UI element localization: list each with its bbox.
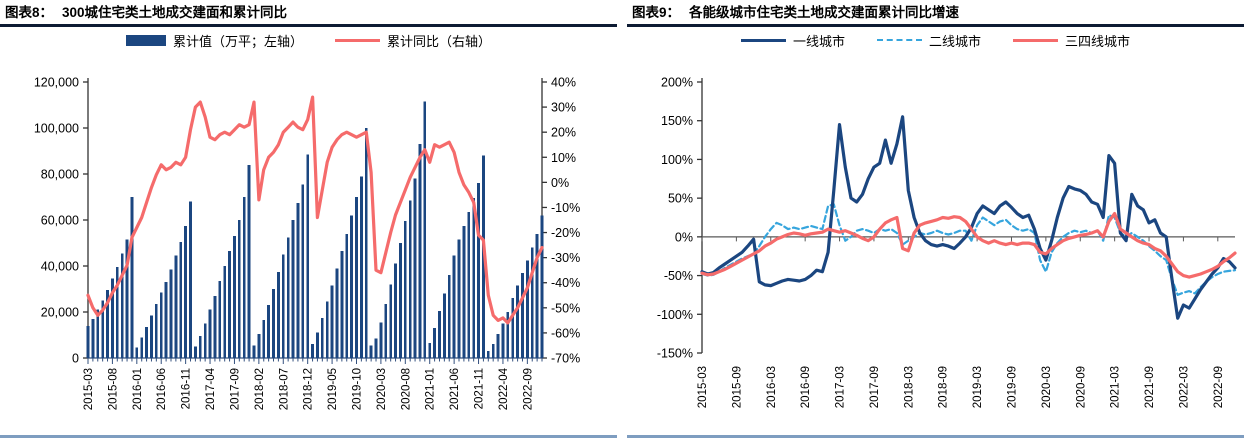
svg-text:2020-03: 2020-03 [376, 368, 388, 410]
svg-text:2019-03: 2019-03 [972, 366, 984, 408]
svg-text:-50%: -50% [551, 301, 580, 315]
legend-label: 一线城市 [792, 33, 845, 49]
svg-text:2016-03: 2016-03 [766, 366, 778, 408]
svg-text:2020-08: 2020-08 [400, 368, 412, 410]
chart8-heading: 图表8： 300城住宅类土地成交建面和累计同比 [0, 0, 617, 24]
legend-item: 一线城市 [740, 31, 845, 50]
svg-text:150%: 150% [661, 114, 693, 128]
svg-text:40,000: 40,000 [41, 259, 79, 273]
svg-text:-20%: -20% [551, 226, 580, 240]
svg-text:2018-02: 2018-02 [254, 368, 266, 410]
svg-text:-70%: -70% [551, 351, 580, 365]
chart8-legend: 累计值（万平；左轴） 累计同比（右轴） [0, 27, 617, 54]
svg-text:2017-09: 2017-09 [229, 368, 241, 410]
svg-text:2020-03: 2020-03 [1041, 366, 1053, 408]
chart8-axes: 120,000 100,000 80,000 60,000 40,000 20,000 0 4… [34, 75, 580, 410]
svg-text:2019-09: 2019-09 [1006, 366, 1018, 408]
svg-text:20,000: 20,000 [41, 305, 79, 319]
svg-text:200%: 200% [661, 75, 693, 89]
svg-text:2017-04: 2017-04 [205, 367, 217, 410]
legend-bar-swatch [125, 34, 166, 46]
svg-text:2022-09: 2022-09 [522, 368, 534, 410]
svg-text:2020-09: 2020-09 [1075, 366, 1087, 408]
chart8-heading-rule [0, 24, 617, 27]
chart9-heading: 图表9： 各能级城市住宅类土地成交建面累计同比增速 [627, 0, 1244, 24]
svg-text:2016-01: 2016-01 [132, 368, 144, 410]
svg-text:2017-09: 2017-09 [869, 366, 881, 408]
svg-text:0%: 0% [675, 230, 693, 244]
svg-text:2021-09: 2021-09 [1144, 366, 1156, 408]
svg-text:0%: 0% [551, 175, 569, 189]
svg-text:80,000: 80,000 [41, 167, 79, 181]
svg-text:60,000: 60,000 [41, 213, 79, 227]
chart9-line-0 [700, 114, 1237, 320]
svg-text:2022-04: 2022-04 [498, 367, 510, 410]
svg-text:2017-03: 2017-03 [835, 366, 847, 408]
svg-text:2019-05: 2019-05 [327, 368, 339, 410]
svg-text:30%: 30% [551, 100, 576, 114]
svg-text:-50%: -50% [664, 269, 693, 283]
svg-text:0: 0 [72, 351, 79, 365]
svg-text:2021-06: 2021-06 [449, 368, 461, 410]
chart8-heading-title: 300城住宅类土地成交建面和累计同比 [62, 5, 288, 20]
svg-text:-40%: -40% [551, 276, 580, 290]
svg-text:120,000: 120,000 [34, 75, 79, 89]
legend-label: 三四线城市 [1065, 33, 1131, 49]
svg-text:-30%: -30% [551, 251, 580, 265]
svg-text:100%: 100% [661, 152, 693, 166]
svg-text:2015-09: 2015-09 [731, 366, 743, 408]
chart8-heading-label: 图表8： [5, 5, 54, 20]
chart9-legend: 一线城市 二线城市 三四线城市 [627, 27, 1244, 54]
svg-text:2021-11: 2021-11 [474, 368, 486, 409]
svg-text:2015-03: 2015-03 [83, 368, 95, 410]
legend-item: 二线城市 [876, 31, 981, 50]
svg-text:-100%: -100% [657, 307, 693, 321]
chart9-plot: 200% 150% 100% 50% 0% -50% -100% -150% 2015-03 20… [657, 75, 1237, 408]
svg-text:40%: 40% [551, 75, 576, 89]
svg-text:10%: 10% [551, 150, 576, 164]
svg-text:2021-01: 2021-01 [425, 368, 437, 410]
chart8-yoy-line [86, 94, 544, 324]
chart9-line-2 [700, 211, 1237, 279]
legend-item: 累计同比（右轴） [335, 31, 491, 50]
svg-text:2016-09: 2016-09 [800, 366, 812, 408]
svg-text:20%: 20% [551, 125, 576, 139]
svg-text:2015-08: 2015-08 [107, 368, 119, 410]
svg-text:2022-09: 2022-09 [1213, 366, 1225, 408]
legend-label: 累计值（万平；左轴） [172, 33, 303, 49]
svg-text:2018-07: 2018-07 [278, 368, 290, 410]
chart9-heading-title: 各能级城市住宅类土地成交建面累计同比增速 [689, 5, 960, 20]
panel-chart9: 图表9： 各能级城市住宅类土地成交建面累计同比增速 一线城市 二线城市 三四线城市 … [627, 0, 1244, 438]
legend-label: 二线城市 [928, 33, 981, 49]
legend-line-swatch [1013, 38, 1058, 42]
chart9-axes: 200% 150% 100% 50% 0% -50% -100% -150% 2015-03 20… [657, 75, 1235, 408]
svg-text:2019-10: 2019-10 [351, 368, 363, 410]
chart9-heading-rule [627, 24, 1244, 27]
legend-line-swatch [740, 38, 786, 42]
svg-text:2018-09: 2018-09 [938, 366, 950, 408]
svg-text:100,000: 100,000 [34, 121, 79, 135]
svg-text:2021-03: 2021-03 [1110, 366, 1122, 408]
legend-line-swatch [876, 39, 922, 41]
svg-text:50%: 50% [668, 191, 693, 205]
legend-line-swatch [335, 38, 380, 42]
svg-text:2016-06: 2016-06 [156, 368, 168, 410]
svg-text:-10%: -10% [551, 200, 580, 214]
panel-chart8: 图表8： 300城住宅类土地成交建面和累计同比 累计值（万平；左轴） 累计同比（右… [0, 0, 617, 438]
legend-item: 累计值（万平；左轴） [125, 31, 303, 50]
svg-text:-60%: -60% [551, 326, 580, 340]
svg-text:2022-03: 2022-03 [1178, 366, 1190, 408]
svg-text:2018-03: 2018-03 [903, 366, 915, 408]
svg-text:2016-11: 2016-11 [181, 368, 193, 409]
chart8-plot: 120,000 100,000 80,000 60,000 40,000 20,000 0 4… [34, 75, 580, 410]
legend-label: 累计同比（右轴） [387, 33, 492, 49]
svg-text:2015-03: 2015-03 [697, 366, 709, 408]
svg-text:2018-12: 2018-12 [303, 368, 315, 410]
legend-item: 三四线城市 [1013, 31, 1130, 50]
svg-text:-150%: -150% [657, 346, 693, 360]
chart9-heading-label: 图表9： [632, 5, 681, 20]
